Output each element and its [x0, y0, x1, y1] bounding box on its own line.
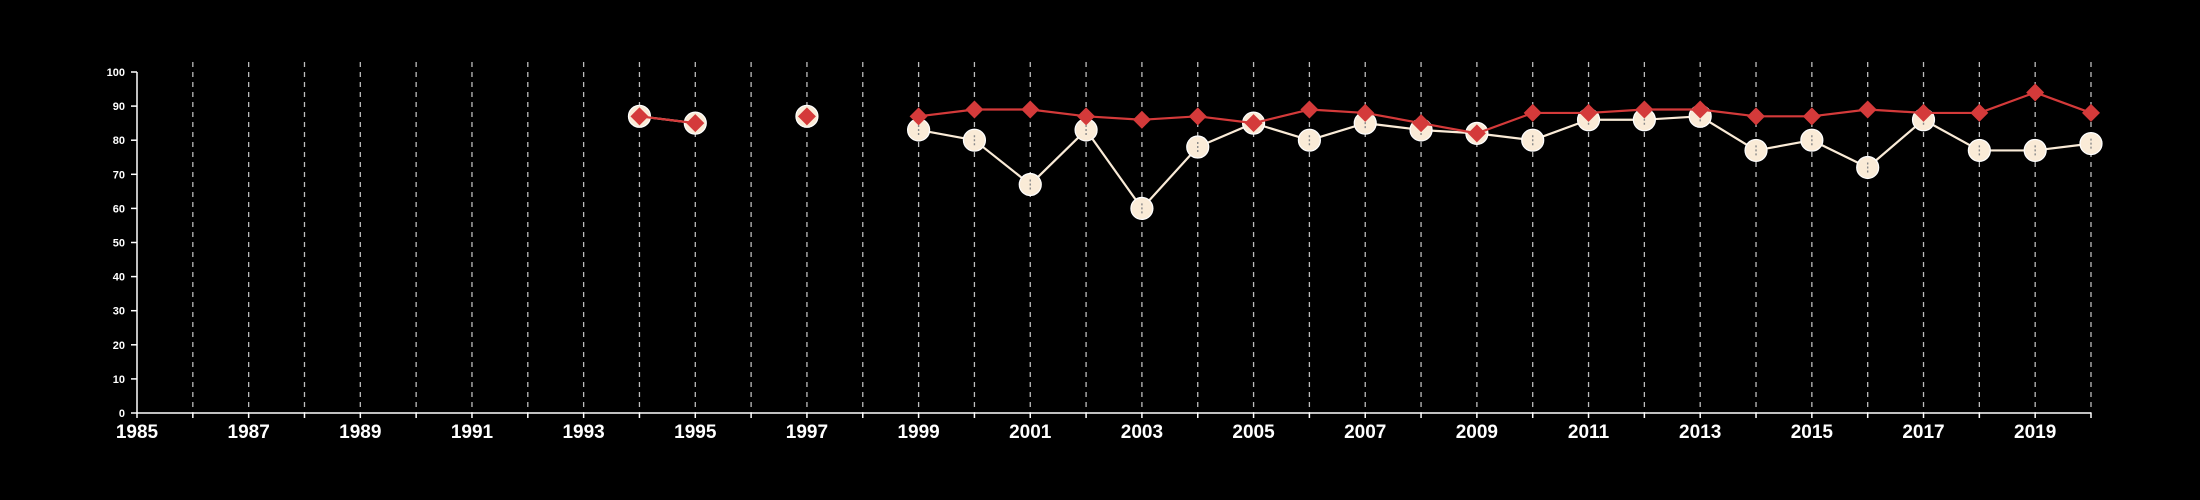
series-1-point-2009: [1467, 124, 1486, 143]
series-1-segment-2007: [1365, 111, 1422, 125]
grid: [192, 62, 2092, 413]
y-tick-label-60: 60: [113, 203, 125, 215]
series-0-segment-2003: [1141, 146, 1199, 210]
series-1-segment-2013: [1700, 108, 1757, 118]
series-1-point-1997: [797, 107, 816, 126]
y-tick-label-30: 30: [113, 306, 125, 318]
x-tick-label-1991: 1991: [451, 422, 494, 443]
x-tick-label-2005: 2005: [1232, 422, 1275, 443]
axes: 1985 1987 1989 1991 1993 1995 1997 1999 2001 2003…: [107, 67, 2092, 443]
series-1-point-2020: [2082, 103, 2100, 122]
x-tick-label-2015: 2015: [1791, 422, 1834, 443]
series-1-segment-2019: [2034, 91, 2092, 114]
y-tick-label-50: 50: [113, 238, 125, 250]
series-0-segment-2000: [973, 139, 1031, 186]
series-1-segment-2018: [1978, 91, 2036, 114]
series-1-point-2017: [1914, 103, 1933, 122]
y-tick-label-10: 10: [113, 374, 125, 386]
y-tick-label-100: 100: [107, 67, 125, 79]
series-1-segment-2016: [1867, 108, 1924, 115]
x-tick-label-2019: 2019: [2014, 422, 2056, 443]
x-tick-label-2009: 2009: [1456, 422, 1498, 443]
x-tick-label-2007: 2007: [1344, 422, 1386, 443]
series-1-point-2003: [1132, 110, 1151, 129]
series-1-segment-2011: [1588, 108, 1645, 115]
x-tick-label-2013: 2013: [1679, 422, 1721, 443]
series-1-segment-1994: [639, 115, 696, 125]
series-1-point-2013: [1691, 100, 1710, 119]
series-1-segment-2001: [1030, 108, 1087, 118]
series-1-point-2006: [1300, 100, 1319, 119]
y-tick-label-70: 70: [113, 169, 125, 181]
y-tick-label-90: 90: [113, 101, 125, 113]
series-1-point-2019: [2026, 83, 2045, 102]
series-1-point-2005: [1244, 114, 1263, 133]
series-0-segment-2016: [1866, 118, 1925, 169]
series-1-point-2000: [965, 100, 984, 119]
y-tick-label-0: 0: [119, 408, 125, 420]
series-1-segment-2009: [1476, 111, 1534, 135]
series-1-segment-2003: [1141, 115, 1198, 121]
series-1-segment-2004: [1197, 115, 1254, 125]
x-tick-label-1993: 1993: [562, 422, 604, 443]
x-tick-label-1987: 1987: [228, 422, 270, 443]
series-0-segment-2001: [1029, 129, 1087, 186]
x-tick-label-1999: 1999: [897, 422, 939, 443]
y-tick-label-80: 80: [113, 135, 125, 147]
series-1-point-2008: [1412, 114, 1431, 133]
x-tick-label-1995: 1995: [674, 422, 717, 443]
x-tick-label-2011: 2011: [1568, 422, 1610, 443]
series-1-point-2007: [1356, 103, 1375, 122]
x-tick-label-2001: 2001: [1009, 422, 1052, 443]
series-1-segment-2005: [1253, 108, 1310, 125]
series-1-point-1994: [630, 107, 649, 126]
series-0-segment-2002: [1085, 129, 1143, 210]
series-1-point-2002: [1077, 107, 1096, 126]
y-tick-label-40: 40: [113, 272, 125, 284]
series-1-segment-1999: [918, 108, 975, 118]
series-1-segment-2002: [1086, 115, 1142, 121]
series-1-point-1995: [686, 114, 705, 133]
x-tick-label-2017: 2017: [1902, 422, 1944, 443]
x-tick-label-1997: 1997: [786, 422, 828, 443]
x-tick-label-1985: 1985: [116, 422, 159, 443]
series-1-point-2011: [1579, 103, 1598, 122]
series-1-point-2001: [1021, 100, 1040, 119]
series-1-point-2016: [1858, 100, 1877, 119]
series-1-point-2010: [1523, 103, 1542, 122]
x-tick-label-1989: 1989: [339, 422, 381, 443]
series-1-point-2004: [1188, 107, 1207, 126]
series-1-point-2015: [1802, 107, 1821, 126]
series-1-segment-2015: [1811, 108, 1868, 118]
series-1-point-1999: [909, 107, 928, 126]
series-1-point-2012: [1635, 100, 1654, 119]
series-1-segment-2006: [1309, 108, 1366, 115]
series-1-point-2018: [1970, 103, 1989, 122]
series-layer: [627, 83, 2103, 220]
series-1-segment-2008: [1420, 122, 1478, 135]
x-tick-label-2003: 2003: [1121, 422, 1163, 443]
y-tick-label-20: 20: [113, 340, 125, 352]
series-1-point-2014: [1747, 107, 1766, 126]
